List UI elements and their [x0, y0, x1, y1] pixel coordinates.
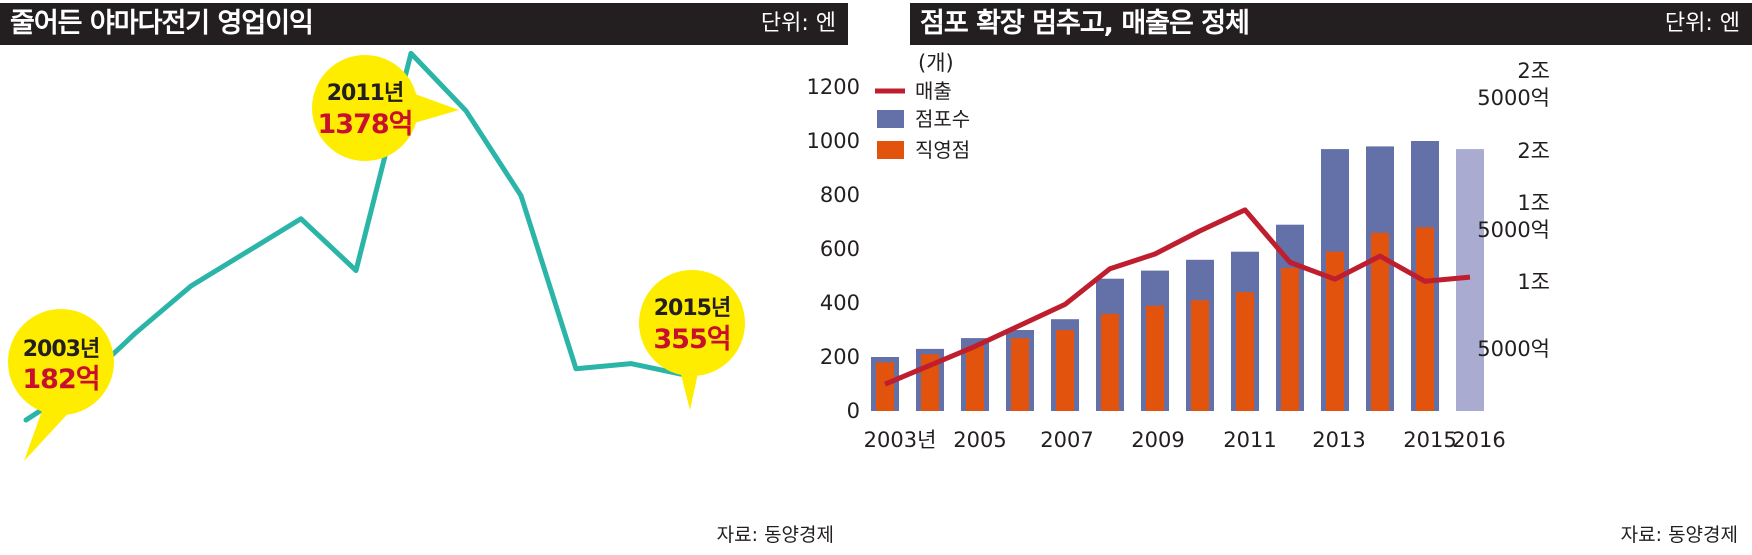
callout-2015-value: 355억	[653, 324, 730, 355]
left-title-bar: 줄어든 야마다전기 영업이익 단위: 엔	[0, 3, 848, 45]
callout-2011-value: 1378억	[318, 109, 413, 140]
direct-bar-2010	[1191, 300, 1209, 411]
profit-line	[23, 50, 689, 423]
left-tick-400: 400	[820, 291, 860, 315]
operating-profit-panel: 줄어든 야마다전기 영업이익 단위: 엔 2003년 182억 2011년 13…	[0, 0, 848, 555]
left-tick-600: 600	[820, 237, 860, 261]
right-tick-2: 1조 5000억	[1477, 191, 1550, 242]
stores-sales-panel: 점포 확장 멈추고, 매출은 정체 단위: 엔 0 200 400 600 800 100…	[807, 0, 1752, 555]
callout-2015-bubble	[639, 270, 745, 376]
legend-sales-label: 매출	[915, 79, 952, 103]
left-chart-title: 줄어든 야마다전기 영업이익	[10, 8, 314, 39]
callout-2003-year: 2003년	[23, 337, 99, 362]
left-axis-ticks: 0 200 400 600 800 1000 1200	[807, 75, 860, 423]
x-tick-3: 2009	[1131, 428, 1184, 452]
legend-direct-label: 직영점	[915, 138, 970, 162]
x-tick-4: 2011	[1223, 428, 1276, 452]
direct-bar-2013	[1326, 251, 1344, 411]
right-tick-0: 2조 5000억	[1477, 59, 1550, 110]
x-tick-7: 2016	[1452, 428, 1505, 452]
legend-stores-label: 점포수	[915, 107, 970, 131]
callout-2003-bubble	[8, 309, 114, 415]
x-tick-0: 2003년	[864, 428, 937, 452]
left-axis-unit: (개)	[918, 51, 954, 75]
left-unit-label: 단위: 엔	[760, 11, 836, 36]
callout-2015-year: 2015년	[654, 296, 730, 321]
direct-bar-2012	[1281, 267, 1299, 411]
legend-stores-swatch	[877, 110, 904, 128]
direct-bar-2015	[1416, 227, 1434, 411]
left-source-label: 자료: 동양경제	[716, 524, 834, 546]
callout-2011-pointer	[404, 90, 459, 126]
callout-2003-value: 182억	[22, 364, 99, 395]
left-tick-1000: 1000	[807, 129, 860, 153]
sales-line	[884, 207, 1471, 387]
left-tick-0: 0	[847, 399, 860, 423]
right-title-bar: 점포 확장 멈추고, 매출은 정체 단위: 엔	[910, 3, 1752, 45]
direct-bar-2006	[1011, 338, 1029, 411]
x-tick-1: 2005	[953, 428, 1006, 452]
x-tick-5: 2013	[1312, 428, 1365, 452]
callout-2011-year: 2011년	[327, 81, 403, 106]
right-unit-label: 단위: 엔	[1664, 11, 1740, 36]
left-tick-800: 800	[820, 183, 860, 207]
legend-direct-swatch	[877, 141, 904, 159]
direct-bar-2007	[1056, 330, 1074, 411]
right-chart-title: 점포 확장 멈추고, 매출은 정체	[920, 8, 1250, 39]
x-tick-6: 2015	[1403, 428, 1456, 452]
direct-bar-2011	[1236, 292, 1254, 411]
right-tick-1: 2조	[1517, 139, 1550, 163]
direct-bar-2009	[1146, 305, 1164, 411]
right-source-label: 자료: 동양경제	[1620, 524, 1738, 546]
left-tick-1200: 1200	[807, 75, 860, 99]
callout-2003-pointer	[24, 405, 76, 461]
callout-2015: 2015년 355억	[639, 270, 745, 410]
right-tick-4: 5000억	[1477, 337, 1550, 361]
x-tick-2: 2007	[1040, 428, 1093, 452]
callout-2011-bubble	[312, 55, 418, 161]
left-tick-200: 200	[820, 345, 860, 369]
callout-2003: 2003년 182억	[8, 309, 114, 461]
operating-profit-chart: 2003년 182억 2011년 1378억 2015년 355억	[8, 50, 745, 461]
bars-layer	[871, 141, 1484, 411]
direct-bar-2008	[1101, 313, 1119, 411]
direct-bar-2005	[966, 346, 984, 411]
callout-2011: 2011년 1378억	[312, 55, 459, 161]
direct-bar-2003	[876, 362, 894, 411]
direct-bar-2014	[1371, 232, 1389, 411]
legend: 매출 점포수 직영점	[875, 79, 970, 162]
right-tick-3: 1조	[1517, 270, 1550, 294]
